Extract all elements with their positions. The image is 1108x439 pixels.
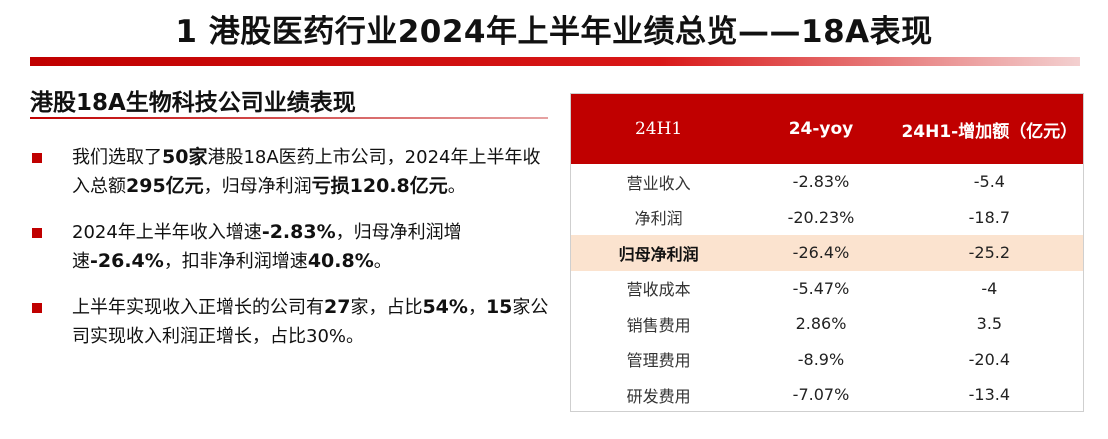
table-row: 销售费用 2.86% 3.5 — [571, 306, 1083, 342]
row-item: 营收成本 — [626, 280, 691, 300]
bullet-text: ，归母净利润 — [203, 176, 312, 197]
header-delta: 24H1-增加额（亿元） — [901, 121, 1078, 142]
bullet-text: 。 — [447, 176, 466, 197]
square-bullet-icon — [32, 303, 42, 313]
bullet-emphasis: 54% — [422, 296, 468, 318]
section-heading: 港股18A生物科技公司业绩表现 — [30, 90, 356, 116]
table-row: 营业收入 -2.83% -5.4 — [571, 164, 1083, 200]
row-delta: -20.4 — [968, 349, 1011, 369]
bullet-text: 家公司实现收入利润正增长，占比30%。 — [72, 297, 549, 347]
row-yoy: 2.86% — [795, 314, 847, 334]
bullet-item-1: 我们选取了50家港股18A医药上市公司，2024年上半年收入总额295亿元，归母… — [30, 143, 550, 201]
bullet-emphasis: -2.83% — [261, 221, 336, 243]
bullet-text: 2024年上半年收入增速 — [72, 222, 262, 243]
bullet-emphasis: 295亿元 — [126, 175, 204, 197]
bullet-text: ，扣非净利润增速 — [163, 251, 308, 272]
row-yoy: -2.83% — [792, 172, 850, 192]
square-bullet-icon — [32, 153, 42, 163]
bullet-text: ， — [467, 297, 486, 318]
row-item: 销售费用 — [626, 315, 691, 335]
performance-table-container: 24H1 24-yoy 24H1-增加额（亿元） 营业收入 -2.83% -5.… — [570, 93, 1084, 412]
section-heading-rule — [30, 117, 548, 119]
title-underline-bar — [30, 57, 1080, 66]
row-item: 归母净利润 — [618, 244, 699, 264]
row-delta: -5.4 — [973, 172, 1005, 192]
header-yoy: 24-yoy — [788, 119, 854, 139]
bullet-list: 我们选取了50家港股18A医药上市公司，2024年上半年收入总额295亿元，归母… — [30, 143, 550, 368]
header-period: 24H1 — [634, 119, 683, 139]
bullet-text: ，归母净利润增速 — [72, 222, 462, 272]
bullet-item-3: 上半年实现收入正增长的公司有27家，占比54%，15家公司实现收入利润正增长，占… — [30, 293, 550, 351]
row-item: 营业收入 — [626, 173, 691, 193]
bullet-text: 家，占比 — [350, 297, 423, 318]
bullet-emphasis: 40.8% — [307, 250, 374, 272]
row-delta: -13.4 — [968, 385, 1011, 405]
bullet-emphasis: 27 — [324, 296, 351, 318]
row-delta: -4 — [981, 278, 998, 298]
row-yoy: -26.4% — [792, 243, 850, 263]
table-row: 营收成本 -5.47% -4 — [571, 271, 1083, 307]
row-yoy: -20.23% — [787, 207, 855, 227]
row-delta: 3.5 — [976, 314, 1003, 334]
row-item: 研发费用 — [626, 386, 691, 406]
row-delta: -18.7 — [968, 207, 1011, 227]
table-header-row: 24H1 24-yoy 24H1-增加额（亿元） — [571, 94, 1083, 164]
row-yoy: -5.47% — [792, 278, 850, 298]
row-item: 净利润 — [634, 209, 683, 229]
table-row: 研发费用 -7.07% -13.4 — [571, 377, 1083, 413]
table-row-highlighted: 归母净利润 -26.4% -25.2 — [571, 235, 1083, 271]
row-item: 管理费用 — [626, 351, 691, 371]
table-row: 净利润 -20.23% -18.7 — [571, 200, 1083, 236]
row-yoy: -8.9% — [797, 349, 845, 369]
page-title: 1 港股医药行业2024年上半年业绩总览——18A表现 — [175, 14, 933, 50]
performance-table: 24H1 24-yoy 24H1-增加额（亿元） 营业收入 -2.83% -5.… — [571, 94, 1083, 413]
bullet-text: 港股18A医药上市公司，2024年上半年收入总额 — [72, 147, 541, 197]
bullet-text: 我们选取了 — [72, 147, 162, 168]
square-bullet-icon — [32, 228, 42, 238]
table-row: 管理费用 -8.9% -20.4 — [571, 342, 1083, 378]
bullet-emphasis: 50家 — [162, 146, 208, 168]
bullet-text: 。 — [373, 251, 392, 272]
bullet-item-2: 2024年上半年收入增速-2.83%，归母净利润增速-26.4%，扣非净利润增速… — [30, 218, 550, 276]
bullet-emphasis: 亏损120.8亿元 — [311, 175, 448, 197]
row-delta: -25.2 — [968, 243, 1011, 263]
row-yoy: -7.07% — [792, 385, 850, 405]
bullet-emphasis: -26.4% — [90, 250, 164, 272]
bullet-text: 上半年实现收入正增长的公司有 — [72, 297, 324, 318]
bullet-emphasis: 15 — [485, 296, 513, 318]
